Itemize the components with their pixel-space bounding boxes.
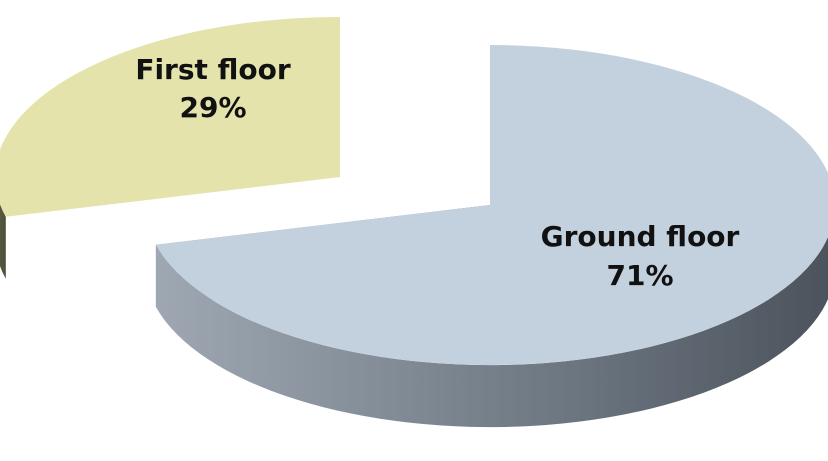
slice-top-first-floor [0, 17, 340, 217]
slice-top-ground-floor [155, 45, 828, 365]
data-label-first-floor-name: First floor [135, 53, 291, 86]
slice-side-first-floor [0, 204, 6, 279]
data-label-first-floor-percent: 29% [179, 91, 246, 124]
pie-slice-ground-floor [155, 45, 828, 428]
data-label-ground-floor-percent: 71% [606, 259, 673, 292]
data-label-ground-floor-name: Ground floor [541, 220, 740, 253]
pie-slice-first-floor [0, 17, 340, 279]
